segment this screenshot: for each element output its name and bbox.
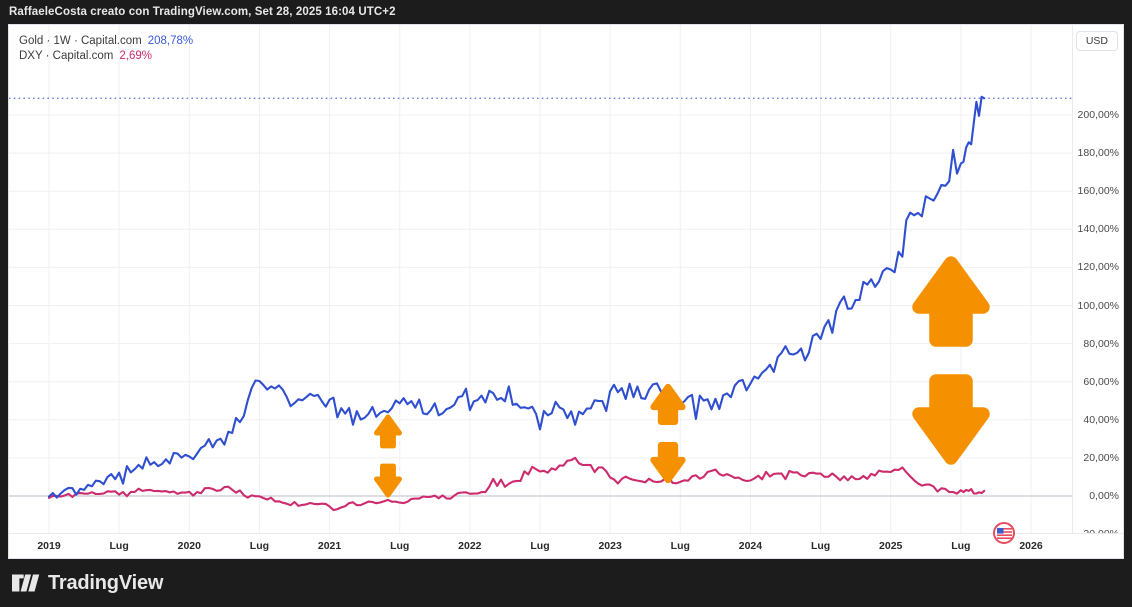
arrow-down-icon — [374, 463, 402, 498]
arrow-pair-medium-2023 — [650, 383, 686, 484]
time-tick: 2022 — [458, 540, 482, 552]
price-tick: 200,00% — [1077, 109, 1119, 121]
time-axis[interactable]: 2019 Lug 2020 Lug 2021 Lug 2022 Lug 2023 Lug 2024 L… — [9, 533, 1123, 558]
us-flag-icon — [996, 527, 1012, 539]
time-tick: 2019 — [37, 540, 61, 552]
price-tick: 100,00% — [1077, 299, 1119, 312]
time-tick: Lug — [951, 540, 971, 552]
tradingview-logo-icon — [12, 574, 40, 592]
price-tick: 60,00% — [1083, 375, 1119, 388]
attribution-bar: RaffaeleCosta creato con TradingView.com… — [0, 0, 1132, 24]
price-tick: 140,00% — [1077, 223, 1119, 236]
arrow-pair-large-2025 — [912, 256, 990, 465]
arrow-down-icon — [650, 442, 686, 484]
price-axis[interactable]: 200,00% 180,00% 160,00% 140,00% 120,00% 100,0… — [1072, 25, 1123, 540]
time-tick: 2026 — [1019, 540, 1043, 552]
dxy-series-line — [47, 456, 986, 512]
arrow-up-icon — [650, 383, 686, 425]
plot-area[interactable] — [9, 25, 1074, 534]
arrow-pair-small-2021 — [374, 414, 402, 498]
time-tick: 2023 — [598, 540, 622, 552]
price-tick: 160,00% — [1077, 185, 1119, 198]
time-tick: Lug — [670, 540, 690, 552]
us-flag-marker[interactable] — [993, 522, 1015, 544]
time-tick: 2020 — [177, 540, 201, 552]
grid-lines — [9, 25, 1074, 534]
gold-series-line — [47, 95, 986, 499]
time-tick: 2021 — [317, 540, 342, 552]
time-tick: Lug — [249, 540, 270, 552]
tradingview-brand-name: TradingView — [48, 571, 164, 594]
time-tick: Lug — [810, 540, 831, 552]
price-tick: 120,00% — [1077, 261, 1119, 274]
time-tick: 2025 — [879, 540, 903, 552]
price-tick: 0,00% — [1089, 490, 1119, 502]
price-tick: 20,00% — [1083, 451, 1119, 464]
arrow-up-icon — [912, 256, 990, 347]
arrow-down-icon — [912, 374, 990, 465]
orange-arrow-annotations — [374, 256, 990, 498]
time-tick: Lug — [530, 540, 550, 552]
footer-bar: TradingView — [0, 559, 1132, 607]
price-tick: 180,00% — [1077, 147, 1119, 160]
time-tick: Lug — [109, 540, 129, 552]
currency-badge[interactable]: USD — [1075, 31, 1118, 51]
price-tick: 40,00% — [1083, 413, 1119, 426]
attribution-text: RaffaeleCosta creato con TradingView.com… — [9, 6, 396, 18]
chart-container: Gold · 1W · Capital.com 208,78% DXY · Ca… — [8, 24, 1124, 559]
arrow-up-icon — [374, 414, 402, 449]
price-tick: 80,00% — [1083, 337, 1119, 350]
time-tick: 2024 — [738, 540, 763, 552]
time-tick: Lug — [390, 540, 410, 552]
